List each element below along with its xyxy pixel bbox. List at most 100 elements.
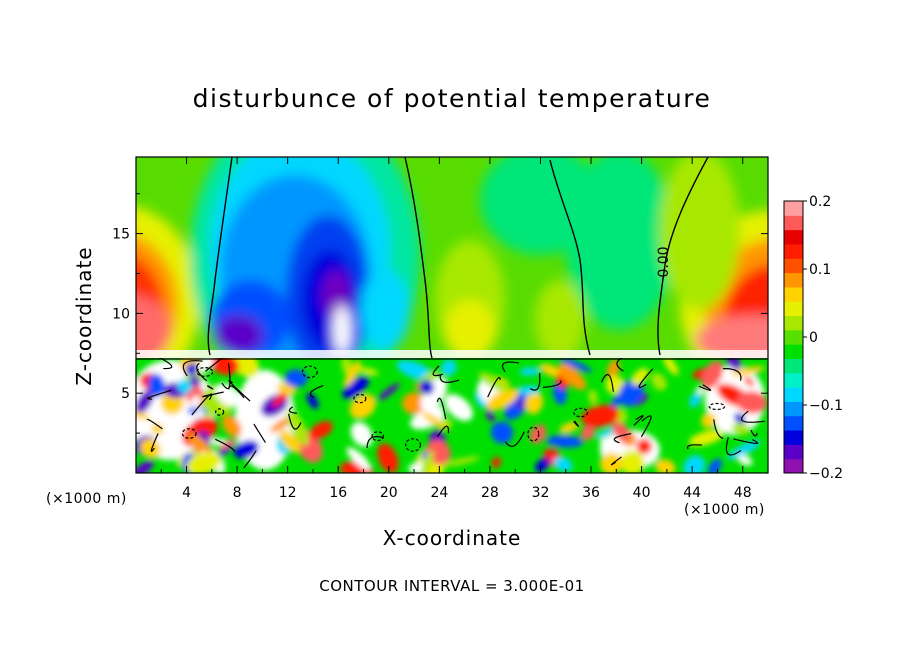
contour-line [750, 429, 758, 437]
x-tick-label: 4 [182, 485, 191, 501]
x-axis-label: X-coordinate [382, 526, 522, 550]
contour-line [542, 380, 562, 388]
contour-loop [573, 407, 589, 418]
contour-line [215, 438, 236, 452]
x-tick-label: 44 [683, 485, 701, 501]
contour-line [698, 384, 712, 391]
contour-line [613, 433, 632, 444]
contour-line [633, 415, 644, 426]
colorbar-swatch [784, 430, 803, 445]
y-tick-label: 15 [112, 227, 130, 243]
x-tick-label: 24 [430, 485, 448, 501]
contour-line [640, 415, 652, 438]
contour-line [202, 391, 224, 398]
contour-line [573, 420, 579, 428]
contour-loop [404, 438, 422, 452]
contour-line [436, 397, 447, 420]
contour-loop [527, 426, 540, 442]
contour-label: 0.00 [656, 246, 672, 277]
y-tick-label: 5 [121, 386, 130, 402]
colorbar-swatch [784, 415, 803, 431]
contour-loop [371, 431, 385, 442]
colorbar-swatch [784, 272, 803, 288]
contour-line [725, 437, 742, 456]
contour-line [740, 410, 765, 423]
colorbar-tick-label: −0.1 [809, 398, 843, 414]
colorbar-swatch [784, 258, 803, 274]
contour-line [505, 431, 525, 447]
contour-line [487, 376, 501, 398]
colorbar-swatch [784, 358, 803, 374]
contour-line [432, 365, 443, 377]
contour-line [713, 419, 724, 440]
colorbar-tick-label: 0 [809, 330, 818, 346]
colorbar-swatch [784, 201, 803, 216]
y-tick-label: 10 [112, 306, 130, 322]
contour-line [610, 456, 622, 466]
contour-loop [353, 393, 367, 404]
contour-line [309, 384, 324, 399]
contour-loop [215, 408, 225, 416]
y-axis: 5 10 15 [112, 193, 768, 434]
x-tick-label: 48 [734, 485, 752, 501]
contour-line [600, 373, 614, 392]
colorbar-swatch [784, 243, 803, 259]
colorbar: 0.2 0.1 0 −0.1 −0.2 [783, 194, 843, 482]
contour-line [501, 361, 519, 373]
x-tick-label: 40 [633, 485, 651, 501]
contour-line [439, 375, 460, 384]
contour-line [288, 413, 302, 430]
contour-line [530, 372, 541, 391]
colorbar-swatch [784, 215, 803, 231]
plot-frame [135, 156, 769, 474]
colorbar-swatch [784, 372, 803, 388]
contour-line [686, 444, 702, 450]
x-unit-label-right: (×1000 m) [684, 502, 765, 518]
colorbar-swatch [784, 458, 803, 474]
colorbar-swatch [784, 387, 803, 402]
contour-line [182, 360, 203, 377]
colorbar-tick-label: 0.2 [809, 194, 831, 210]
x-unit-label-left: (×1000 m) [46, 491, 127, 507]
colorbar-swatch [784, 401, 803, 417]
x-tick-label: 32 [532, 485, 550, 501]
x-tick-label: 16 [329, 485, 347, 501]
contour-line [616, 358, 624, 372]
x-tick-label: 12 [279, 485, 297, 501]
contour-line [243, 449, 257, 469]
contour-loop [301, 365, 318, 379]
contour-line [221, 363, 231, 389]
contour-line [437, 425, 450, 438]
colorbar-swatch [784, 301, 803, 317]
contour-line [147, 389, 172, 400]
contour-loop [196, 367, 214, 377]
contour-line [722, 368, 742, 381]
colorbar-tick-label: 0.1 [809, 262, 831, 278]
contour-line [146, 418, 163, 430]
x-tick-label: 8 [233, 485, 242, 501]
contour-interval-note: CONTOUR INTERVAL = 3.000E-01 [319, 577, 585, 595]
x-tick-label: 28 [481, 485, 499, 501]
x-tick-label: 36 [582, 485, 600, 501]
colorbar-swatch [784, 315, 803, 331]
contour-line [733, 438, 759, 444]
contour-line [228, 380, 251, 402]
contour-loop [181, 428, 197, 439]
colorbar-tick-label: −0.2 [809, 466, 843, 482]
heatmap-field [136, 157, 768, 473]
lower-field [136, 358, 768, 473]
colorbar-swatch [784, 286, 803, 302]
contour-line [253, 423, 266, 443]
contour-line [191, 393, 213, 416]
upper-field [136, 157, 768, 360]
contour-line [205, 358, 224, 372]
colorbar-swatch [784, 344, 803, 359]
colorbar-swatch [784, 229, 803, 245]
contour-line [288, 406, 297, 414]
colorbar-swatch [784, 329, 803, 345]
y-axis-label: Z-coordinate [72, 246, 96, 386]
x-axis: 4 8 12 16 20 24 28 32 36 40 44 48 [160, 157, 752, 501]
contour-loop [708, 402, 726, 411]
chart-title: disturbunce of potential temperature [192, 84, 712, 113]
